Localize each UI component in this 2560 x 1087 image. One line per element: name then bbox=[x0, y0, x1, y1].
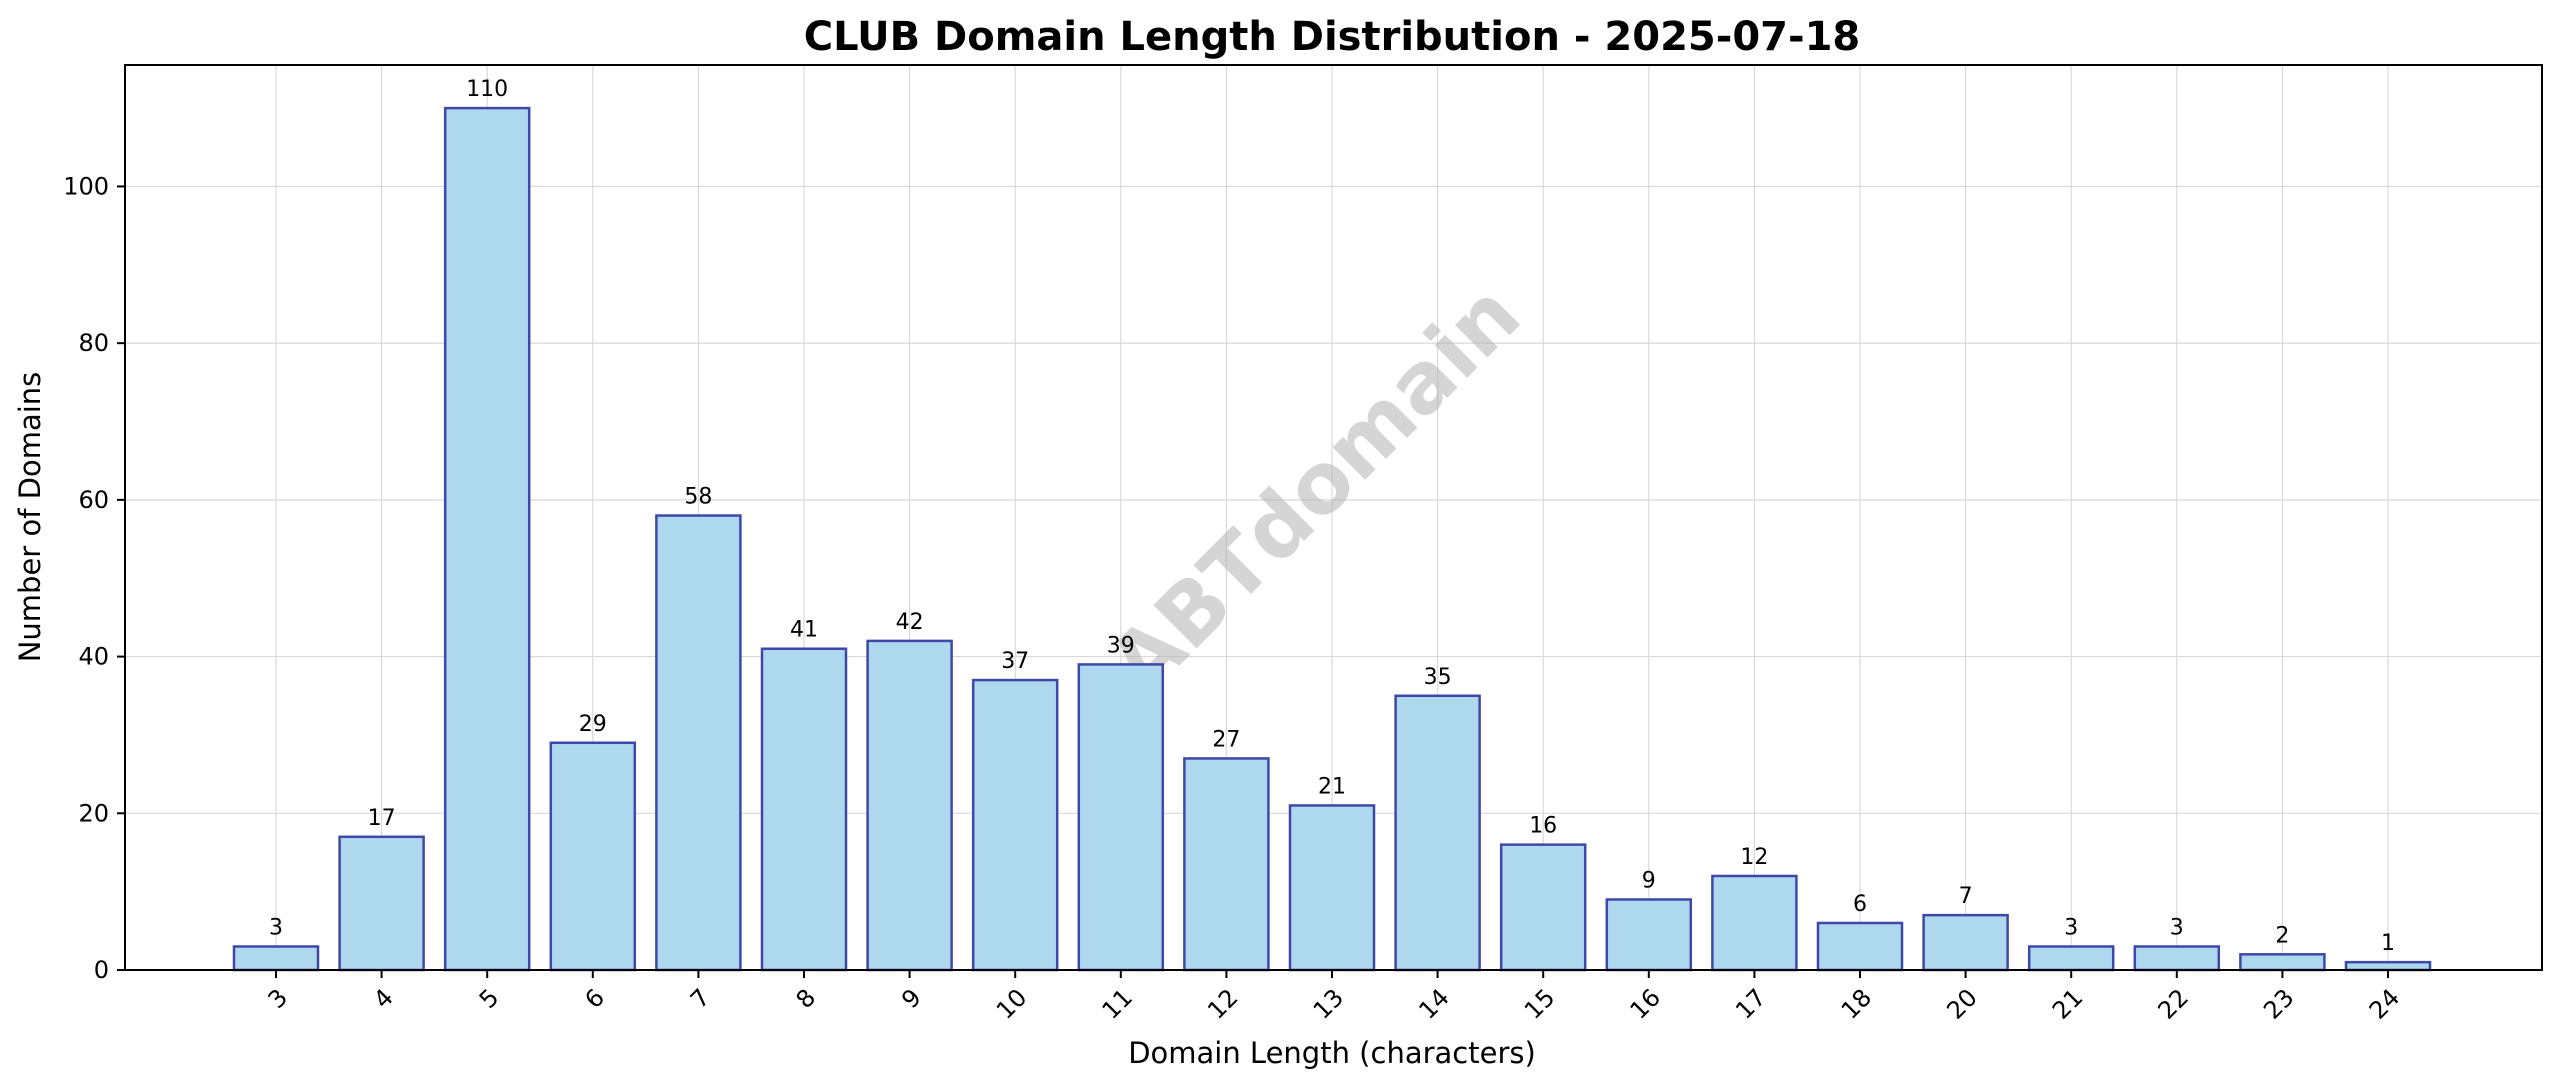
bar bbox=[1922, 913, 2009, 972]
x-tick-label: 11 bbox=[1097, 983, 1138, 1024]
x-tick-label: 9 bbox=[896, 983, 927, 1014]
x-tick-label: 8 bbox=[791, 983, 822, 1014]
bar-value-label: 12 bbox=[1740, 845, 1768, 870]
bar bbox=[655, 514, 742, 972]
bar bbox=[2344, 960, 2432, 972]
plot-frame bbox=[124, 64, 2543, 971]
bar-value-label: 2 bbox=[2275, 923, 2289, 948]
x-tick-label: 21 bbox=[2047, 983, 2088, 1024]
bar-value-label: 16 bbox=[1529, 814, 1557, 839]
bar-value-label: 37 bbox=[1001, 649, 1029, 674]
bar bbox=[971, 678, 1059, 972]
y-axis-ticks: 0 20 40 60 80 100 bbox=[63, 172, 125, 984]
bar bbox=[760, 647, 848, 972]
bar-value-label: 110 bbox=[466, 77, 508, 102]
bar-value-label: 35 bbox=[1424, 665, 1452, 690]
bar-value-label: 1 bbox=[2381, 931, 2395, 956]
y-tick-label: 0 bbox=[94, 956, 109, 984]
bar bbox=[866, 639, 953, 972]
bar bbox=[2239, 953, 2326, 972]
bars bbox=[232, 106, 2432, 972]
bar-value-label: 39 bbox=[1107, 633, 1135, 658]
bar bbox=[2027, 945, 2115, 972]
y-tick-label: 40 bbox=[78, 643, 109, 671]
x-tick-label: 13 bbox=[1308, 983, 1349, 1024]
bar bbox=[1288, 804, 1376, 972]
x-tick-label: 7 bbox=[685, 983, 716, 1014]
y-tick-label: 100 bbox=[63, 172, 109, 200]
bar-value-label: 7 bbox=[1959, 884, 1973, 909]
bar-value-label: 58 bbox=[684, 485, 712, 510]
bar-value-label: 27 bbox=[1212, 727, 1240, 752]
x-tick-label: 18 bbox=[1836, 983, 1877, 1024]
x-tick-label: 4 bbox=[368, 983, 399, 1014]
bar-value-label: 3 bbox=[2170, 915, 2184, 940]
x-tick-label: 6 bbox=[579, 983, 610, 1014]
x-tick-label: 20 bbox=[1941, 983, 1982, 1024]
bar bbox=[338, 835, 425, 972]
bar bbox=[1605, 898, 1693, 972]
x-tick-label: 22 bbox=[2153, 983, 2194, 1024]
bar bbox=[2133, 945, 2221, 972]
x-tick-label: 14 bbox=[1413, 983, 1454, 1024]
bar bbox=[1183, 757, 1270, 972]
bar-value-label: 42 bbox=[896, 610, 924, 635]
bar bbox=[1711, 874, 1798, 972]
x-tick-label: 3 bbox=[263, 983, 294, 1014]
bar-value-label: 21 bbox=[1318, 774, 1346, 799]
bar bbox=[443, 106, 531, 972]
x-tick-label: 10 bbox=[991, 983, 1032, 1024]
y-tick-label: 80 bbox=[78, 329, 109, 357]
bar-value-label: 6 bbox=[1853, 892, 1867, 917]
bar-value-label: 3 bbox=[2064, 915, 2078, 940]
x-axis-label: Domain Length (characters) bbox=[1128, 1036, 1536, 1070]
y-tick-label: 60 bbox=[78, 486, 109, 514]
x-tick-label: 15 bbox=[1519, 983, 1560, 1024]
bar bbox=[232, 945, 320, 972]
bar-value-label: 29 bbox=[579, 712, 607, 737]
x-tick-label: 12 bbox=[1202, 983, 1243, 1024]
bar bbox=[1077, 663, 1165, 972]
bar-value-label: 3 bbox=[269, 915, 283, 940]
x-tick-label: 5 bbox=[474, 983, 505, 1014]
x-tick-label: 17 bbox=[1730, 983, 1771, 1024]
bar bbox=[1499, 843, 1587, 972]
x-tick-label: 23 bbox=[2258, 983, 2299, 1024]
x-tick-label: 16 bbox=[1625, 983, 1666, 1024]
x-axis-ticks: 3 4 5 6 7 8 9 10 11 12 13 14 15 16 17 18 20 21 22 23 24 bbox=[263, 970, 2405, 1025]
bar-value-label: 17 bbox=[368, 806, 396, 831]
watermark: ABTdomain bbox=[1090, 265, 1539, 714]
chart-title: CLUB Domain Length Distribution - 2025-0… bbox=[804, 14, 1861, 60]
bar bbox=[1394, 694, 1481, 972]
bar bbox=[1816, 921, 1904, 972]
bar bbox=[549, 741, 637, 972]
bar-value-label: 41 bbox=[790, 618, 818, 643]
x-tick-label: 24 bbox=[2364, 983, 2405, 1024]
y-axis-label: Number of Domains bbox=[13, 372, 47, 663]
bar-value-label: 9 bbox=[1642, 868, 1656, 893]
y-tick-label: 20 bbox=[78, 799, 109, 827]
